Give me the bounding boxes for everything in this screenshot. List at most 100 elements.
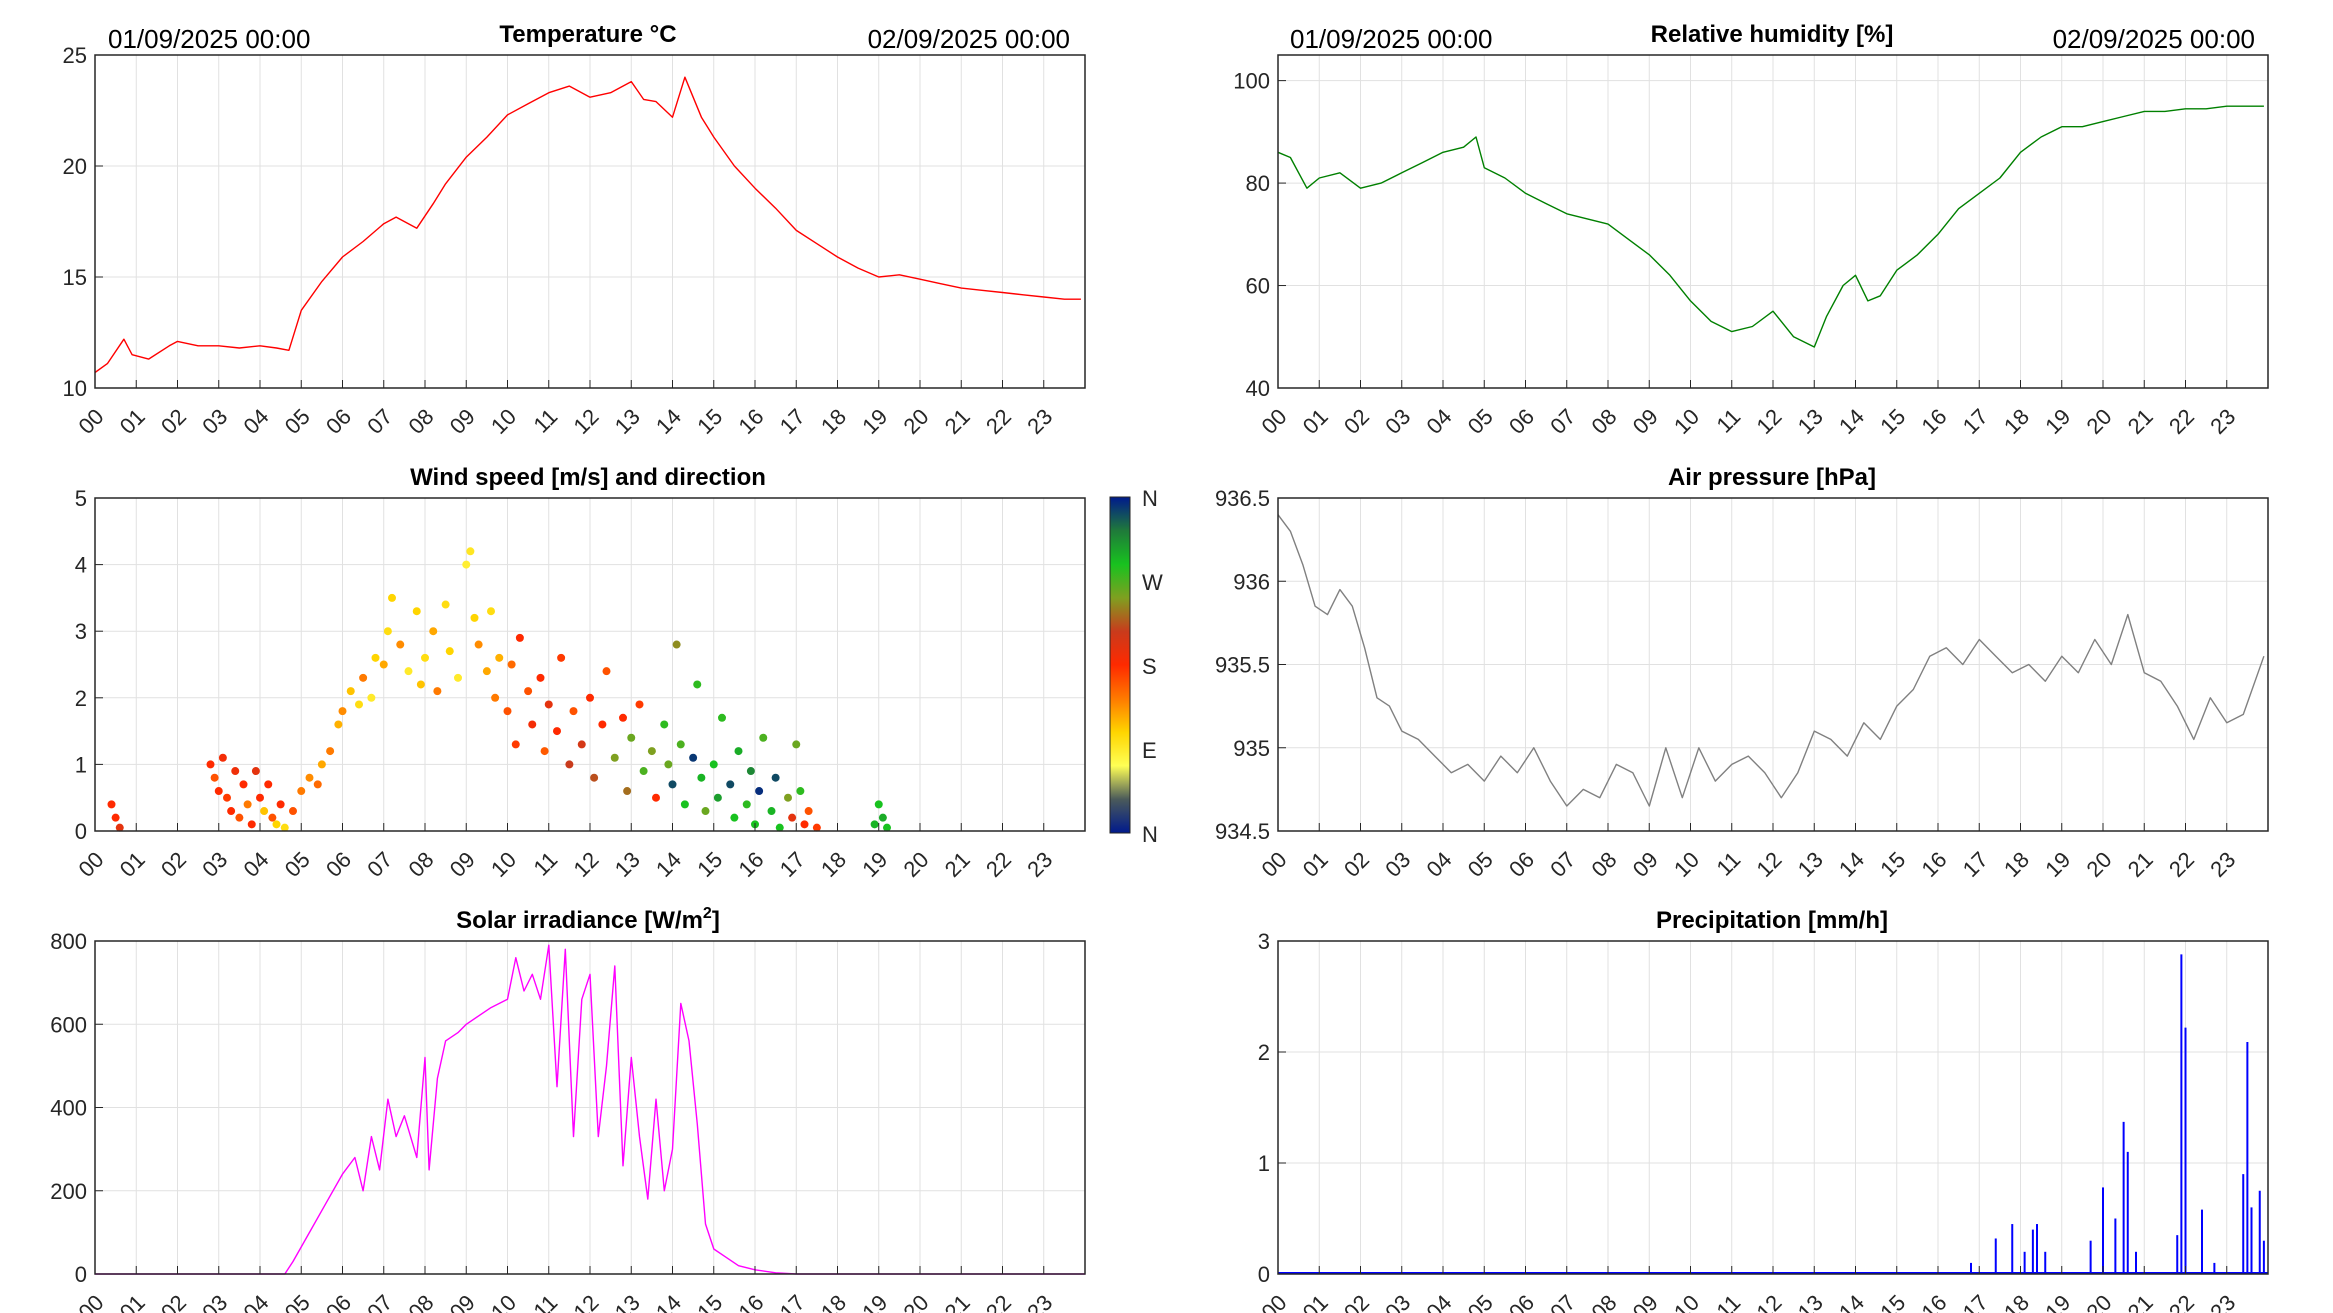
wind-xtick-label: 22 [981, 847, 1016, 882]
pressure-xtick-label: 03 [1380, 847, 1415, 882]
temperature-xtick-label: 01 [115, 404, 150, 439]
wind-xtick-label: 14 [651, 847, 686, 882]
temperature-panel: Temperature °C 01/09/2025 00:00 02/09/20… [63, 21, 1086, 439]
wind-point [610, 753, 619, 762]
temperature-ytick-label: 15 [63, 265, 87, 290]
humidity-xtick-label: 23 [2205, 404, 2240, 439]
pressure-xtick-label: 07 [1545, 847, 1580, 882]
precipitation-xtick-label: 02 [1339, 1290, 1374, 1313]
wind-point [338, 707, 347, 716]
precipitation-xtick-label: 08 [1587, 1290, 1622, 1313]
solar-xtick-label: 17 [775, 1290, 810, 1313]
wind-point [812, 823, 821, 832]
temperature-series-line [94, 76, 1081, 374]
precipitation-xtick-label: 20 [2082, 1290, 2117, 1313]
temperature-ytick-label: 10 [63, 376, 87, 401]
precipitation-xtick-label: 06 [1504, 1290, 1539, 1313]
wind-point [247, 820, 256, 829]
humidity-xtick-label: 07 [1545, 404, 1580, 439]
temperature-xtick-label: 08 [404, 404, 439, 439]
wind-point [412, 607, 421, 616]
wind-point [540, 747, 549, 756]
wind-point [470, 613, 479, 622]
pressure-xtick-label: 19 [2040, 847, 2075, 882]
humidity-xtick-label: 22 [2164, 404, 2199, 439]
wind-point [598, 720, 607, 729]
temperature-xtick-label: 17 [775, 404, 810, 439]
pressure-xtick-label: 21 [2123, 847, 2158, 882]
wind-point [771, 773, 780, 782]
temperature-xtick-label: 12 [569, 404, 604, 439]
wind-ytick-label: 0 [75, 819, 87, 844]
humidity-xtick-label: 10 [1669, 404, 1704, 439]
humidity-xtick-label: 12 [1752, 404, 1787, 439]
wind-point [701, 807, 710, 816]
wind-point [883, 823, 891, 832]
wind-xtick-label: 08 [404, 847, 439, 882]
pressure-xtick-label: 11 [1711, 847, 1745, 881]
solar-xtick-label: 19 [857, 1290, 892, 1313]
precipitation-xtick-label: 21 [2123, 1290, 2158, 1313]
wind-point [627, 733, 636, 742]
wind-point [693, 680, 702, 689]
precipitation-title: Precipitation [mm/h] [1656, 907, 1888, 934]
wind-ytick-label: 4 [75, 553, 87, 578]
solar-xtick-label: 14 [651, 1290, 686, 1313]
wind-point [487, 607, 495, 616]
temperature-xtick-label: 23 [1022, 404, 1057, 439]
wind-xtick-label: 17 [775, 847, 810, 882]
pressure-xtick-label: 12 [1752, 847, 1787, 882]
wind-point [313, 780, 322, 789]
wind-point [619, 713, 627, 722]
wind-xtick-label: 01 [115, 847, 150, 882]
precipitation-xtick-label: 14 [1834, 1290, 1869, 1313]
solar-series-line [95, 944, 1085, 1275]
solar-title: Solar irradiance [W/m2] [456, 905, 720, 934]
pressure-panel: Air pressure [hPa] 934.5 935 935.5 936 936.5… [1215, 464, 2269, 882]
solar-title-tail: ] [712, 907, 720, 934]
colorbar-label-n-top: N [1142, 486, 1158, 511]
wind-point [709, 760, 718, 769]
solar-xtick-label: 01 [115, 1290, 150, 1313]
temperature-xtick-label: 18 [816, 404, 851, 439]
solar-xtick-label: 00 [74, 1290, 109, 1313]
solar-xtick-label: 18 [816, 1290, 851, 1313]
wind-xtick-label: 09 [445, 847, 480, 882]
precipitation-ytick-label: 2 [1258, 1040, 1270, 1065]
wind-point [544, 700, 553, 709]
wind-point [218, 753, 227, 762]
humidity-xtick-label: 14 [1834, 404, 1869, 439]
wind-point [466, 547, 475, 556]
wind-point [441, 600, 450, 609]
wind-point [433, 687, 442, 696]
pressure-xtick-label: 15 [1875, 847, 1910, 882]
wind-point [206, 760, 215, 769]
wind-point [260, 807, 269, 816]
precipitation-xtick-label: 22 [2164, 1290, 2199, 1313]
wind-point [210, 773, 219, 782]
wind-xtick-label: 00 [74, 847, 109, 882]
solar-xtick-label: 03 [197, 1290, 232, 1313]
pressure-xtick-label: 20 [2082, 847, 2117, 882]
humidity-xtick-label: 20 [2082, 404, 2117, 439]
wind-ytick-label: 1 [75, 752, 87, 777]
wind-point [507, 660, 516, 669]
precipitation-ytick-label: 0 [1258, 1262, 1270, 1287]
wind-point [565, 760, 574, 769]
humidity-date-start: 01/09/2025 00:00 [1290, 24, 1492, 54]
temperature-title: Temperature °C [499, 21, 676, 48]
wind-xtick-label: 13 [610, 847, 645, 882]
wind-point [660, 720, 669, 729]
precipitation-xtick-label: 19 [2040, 1290, 2075, 1313]
wind-point [804, 807, 813, 816]
wind-point [346, 687, 355, 696]
wind-xtick-label: 03 [197, 847, 232, 882]
wind-point [557, 653, 566, 662]
humidity-xtick-label: 21 [2123, 404, 2158, 439]
solar-ytick-label: 600 [50, 1012, 87, 1037]
wind-point [268, 813, 277, 822]
wind-xtick-label: 18 [816, 847, 851, 882]
wind-point [371, 653, 380, 662]
colorbar-label-s: S [1142, 654, 1157, 679]
